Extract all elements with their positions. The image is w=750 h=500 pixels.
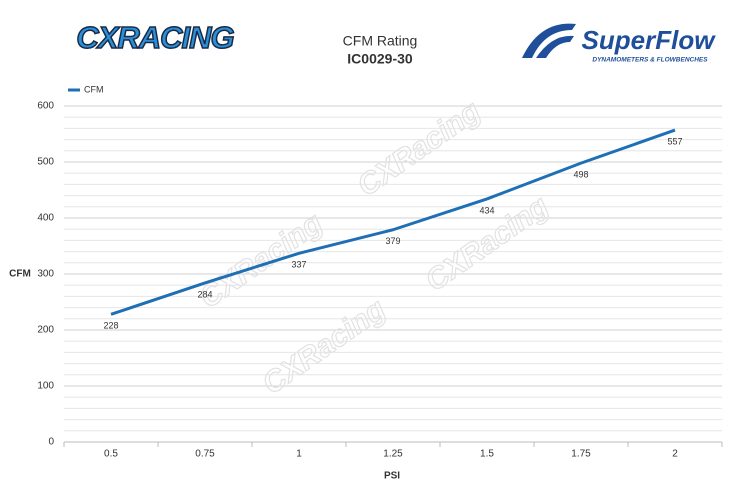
y-tick-label: 400: [37, 213, 54, 224]
logo-swoosh: [536, 35, 574, 58]
cxracing-logo: CXRACING: [76, 20, 234, 55]
x-tick-label: 1.5: [480, 449, 494, 460]
y-tick-label: 200: [37, 325, 54, 336]
legend-label: CFM: [84, 84, 104, 94]
x-tick-label: 2: [672, 449, 678, 460]
chart-title: CFM Rating: [343, 33, 418, 49]
chart-subtitle: IC0029-30: [347, 51, 413, 67]
y-tick-label: 0: [48, 437, 54, 448]
data-label: 379: [385, 236, 400, 246]
x-tick-label: 1.25: [383, 449, 403, 460]
superflow-name: SuperFlow: [582, 25, 717, 55]
x-tick-label: 1.75: [571, 449, 591, 460]
y-axis-label: CFM: [9, 269, 31, 280]
y-tick-label: 300: [37, 269, 54, 280]
x-tick-label: 0.5: [104, 449, 118, 460]
logo-swoosh: [522, 23, 576, 58]
data-label: 498: [573, 169, 588, 179]
y-tick-label: 500: [37, 157, 54, 168]
watermark: CXRacing: [194, 207, 329, 315]
x-tick-label: 1: [296, 449, 302, 460]
data-label: 337: [291, 260, 306, 270]
data-label: 434: [479, 205, 494, 215]
watermark: CXRacing: [352, 95, 487, 203]
data-label: 228: [103, 321, 118, 331]
x-tick-label: 0.75: [195, 449, 215, 460]
superflow-logo: SuperFlow DYNAMOMETERS & FLOWBENCHES: [522, 23, 717, 64]
x-axis-label: PSI: [384, 471, 400, 482]
watermark: CXRacing: [257, 293, 392, 401]
data-label: 284: [197, 289, 212, 299]
data-label: 557: [667, 136, 682, 146]
y-tick-label: 600: [37, 101, 54, 112]
line-series: [110, 128, 676, 316]
superflow-tagline: DYNAMOMETERS & FLOWBENCHES: [592, 57, 708, 64]
y-tick-label: 100: [37, 381, 54, 392]
